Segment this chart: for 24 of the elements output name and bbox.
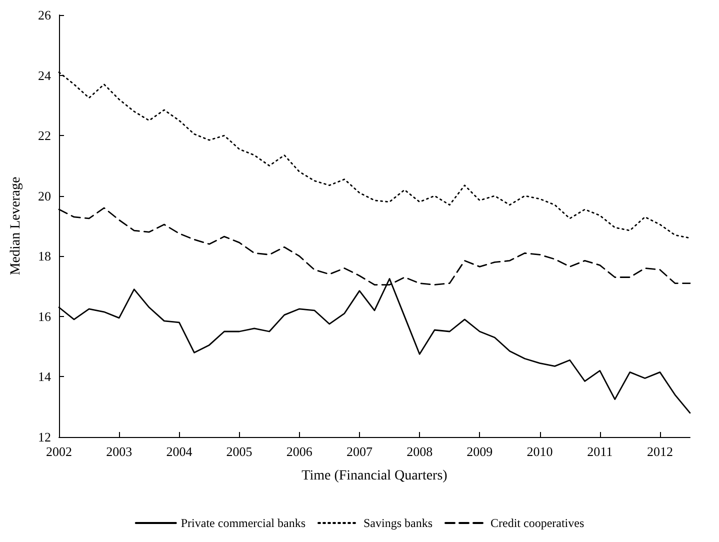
x-tick-label: 2008 [406,444,433,459]
x-tick-label: 2002 [46,444,72,459]
y-tick-label: 22 [38,128,51,144]
x-tick-label: 2009 [466,444,493,459]
x-tick-label: 2006 [286,444,313,459]
x-tick-label: 2011 [587,444,613,459]
y-tick-label: 26 [38,8,52,22]
x-tick-label: 2003 [106,444,132,459]
x-tick-label: 2007 [346,444,373,459]
x-tick-label: 2012 [646,444,673,459]
y-tick-label: 14 [38,369,52,384]
x-tick-label: 2005 [226,444,252,459]
y-tick-label: 16 [38,308,52,324]
y-axis-title: Median Leverage [8,176,24,276]
y-tick-label: 18 [38,248,51,264]
legend-label: Credit cooperatives [490,516,584,530]
y-tick-label: 12 [38,430,51,444]
x-axis-title: Time (Financial Quarters) [302,468,448,484]
x-tick-label: 2004 [166,444,193,459]
legend-label: Savings banks [363,516,433,530]
y-tick-label: 20 [38,188,51,204]
legend-label: Private commercial banks [180,516,306,530]
x-tick-label: 2010 [526,444,553,459]
y-tick-label: 24 [38,68,52,83]
